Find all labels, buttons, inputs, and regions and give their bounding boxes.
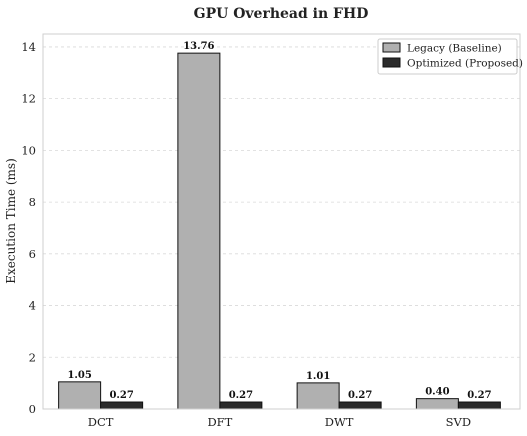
y-axis-label: Execution Time (ms) [4,158,18,284]
bars [58,52,501,410]
bar-dft-optimized [219,401,263,410]
bar-dwt-legacy [296,382,340,410]
y-tick-label: 6 [29,247,36,261]
data-label: 0.27 [348,390,372,401]
y-tick-label: 14 [21,40,36,54]
data-labels: 1.05 0.27 13.76 0.27 1.01 0.27 0.40 0.27 [67,41,491,401]
bar-dwt-optimized [338,401,382,410]
x-tick-label: DWT [325,415,354,429]
data-label: 1.01 [306,371,330,382]
data-label: 0.27 [109,390,133,401]
x-tick-label: SVD [446,415,471,429]
legend-label: Optimized (Proposed) [407,58,523,70]
bar-svd-legacy [415,398,459,410]
y-tick-label: 0 [29,402,36,416]
plot-frame [42,33,521,410]
y-tick-label: 4 [29,299,36,313]
y-axis-ticks: 0 2 4 6 8 10 12 14 [21,40,36,416]
bar-dct-legacy [58,381,102,410]
bar-svd-optimized [457,401,501,410]
legend-label: Legacy (Baseline) [407,43,502,55]
y-tick-label: 10 [21,143,36,157]
data-label: 0.40 [425,387,449,398]
legend-box [377,38,518,75]
bar-dct-optimized [100,401,144,410]
data-label: 1.05 [67,370,91,381]
data-label: 0.27 [467,390,491,401]
y-tick-label: 2 [29,350,36,364]
legend-swatch [382,42,401,53]
chart-title: GPU Overhead in FHD [194,6,369,22]
x-axis-ticks: DCT DFT DWT SVD [88,415,471,429]
x-tick-label: DCT [88,415,114,429]
data-label: 0.27 [229,390,253,401]
legend-swatch [382,57,401,68]
data-label: 13.76 [183,41,214,52]
bar-dft-legacy [177,52,221,410]
y-tick-label: 12 [21,92,36,106]
legend: Legacy (Baseline) Optimized (Proposed) [377,38,523,75]
x-tick-label: DFT [207,415,232,429]
y-tick-label: 8 [29,195,36,209]
grid-lines [43,46,520,358]
